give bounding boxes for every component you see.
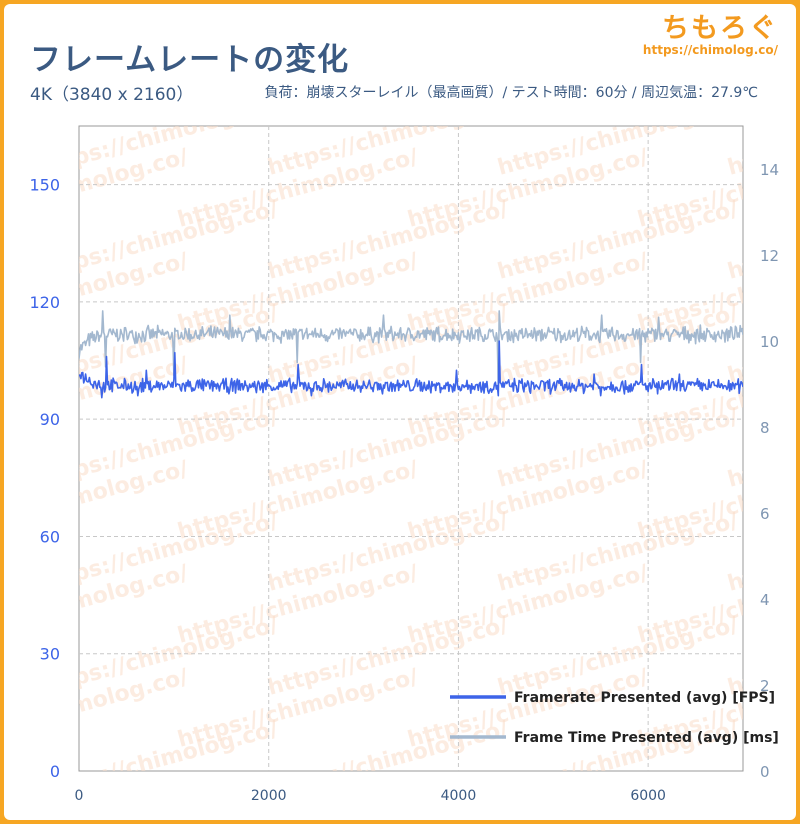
- y-tick-label: 60: [40, 527, 60, 546]
- y2-tick-label: 4: [760, 591, 770, 609]
- legend-label: Framerate Presented (avg) [FPS]: [514, 690, 775, 706]
- x-tick-label: 0: [75, 788, 84, 804]
- x-tick-label: 2000: [251, 788, 287, 804]
- y-tick-label: 90: [40, 410, 60, 429]
- y-tick-label: 30: [40, 645, 60, 664]
- y2-tick-label: 12: [760, 247, 779, 265]
- y2-tick-label: 8: [760, 419, 770, 437]
- y-tick-label: 150: [29, 176, 60, 195]
- legend-label: Frame Time Presented (avg) [ms]: [514, 730, 779, 746]
- y2-tick-label: 6: [760, 505, 770, 523]
- x-tick-label: 4000: [441, 788, 477, 804]
- y-tick-label: 120: [29, 293, 60, 312]
- x-tick-label: 6000: [630, 788, 666, 804]
- y2-tick-label: 0: [760, 763, 770, 781]
- y2-tick-label: 14: [760, 161, 779, 179]
- y2-tick-label: 10: [760, 333, 779, 351]
- y-tick-label: 0: [50, 762, 60, 781]
